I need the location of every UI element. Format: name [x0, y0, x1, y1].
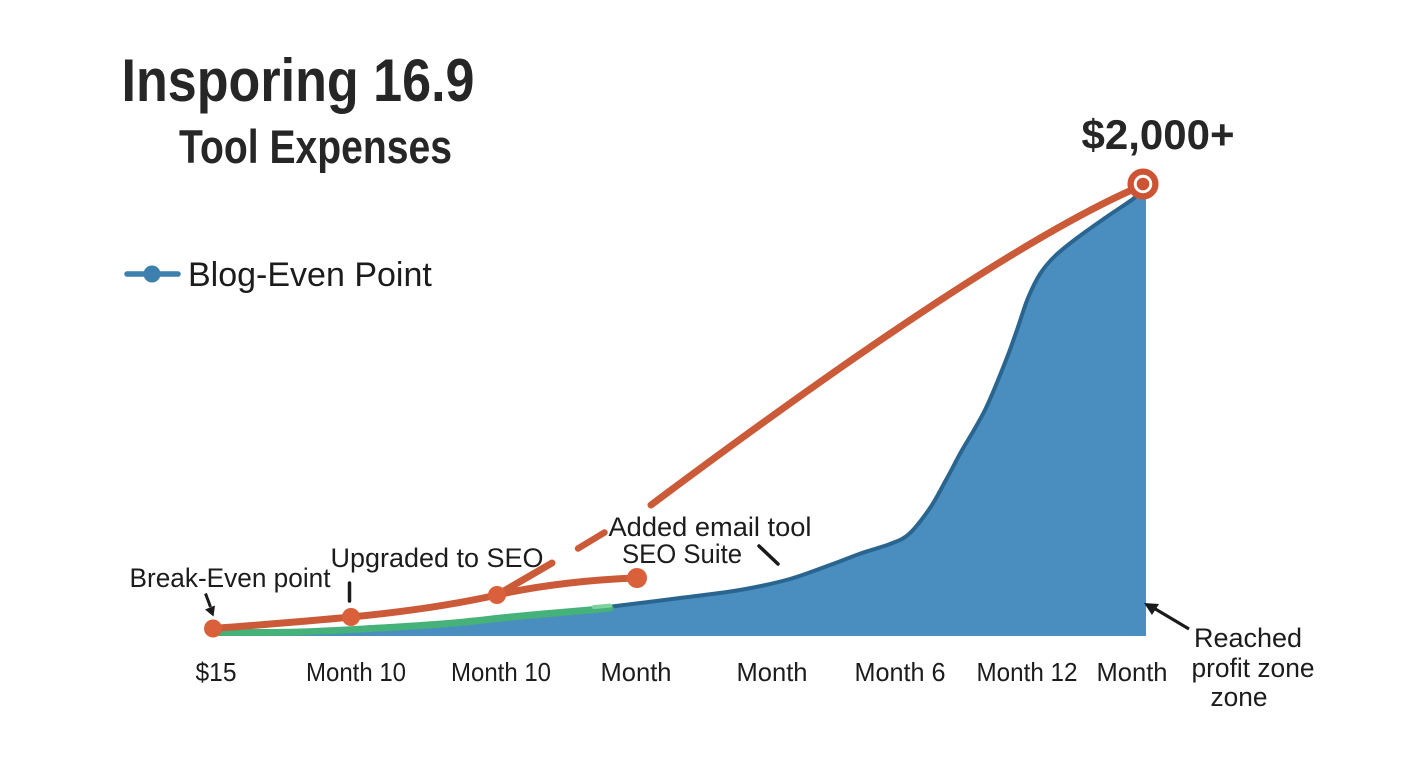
svg-text:Tool Expenses: Tool Expenses [179, 120, 452, 173]
svg-text:$2,000+: $2,000+ [1082, 111, 1235, 158]
svg-text:SEO Suite: SEO Suite [622, 539, 742, 569]
svg-text:profit zone: profit zone [1192, 653, 1315, 683]
svg-text:Break-Even point: Break-Even point [130, 563, 331, 593]
svg-text:Month: Month [601, 657, 672, 687]
svg-text:Month 6: Month 6 [855, 657, 946, 687]
svg-text:Reached: Reached [1194, 623, 1302, 653]
svg-text:$15: $15 [196, 657, 237, 687]
svg-text:Month 10: Month 10 [451, 657, 551, 687]
svg-text:Month: Month [1097, 657, 1168, 687]
svg-text:Added email tool: Added email tool [609, 512, 812, 542]
svg-text:Month: Month [737, 657, 808, 687]
svg-text:zone: zone [1211, 682, 1268, 712]
svg-text:Month 10: Month 10 [306, 657, 406, 687]
svg-text:Upgraded to SEO: Upgraded to SEO [331, 543, 544, 573]
svg-text:Insporing 16.9: Insporing 16.9 [122, 47, 475, 114]
svg-text:Month 12: Month 12 [977, 657, 1078, 687]
svg-text:Blog-Even Point: Blog-Even Point [188, 256, 432, 294]
